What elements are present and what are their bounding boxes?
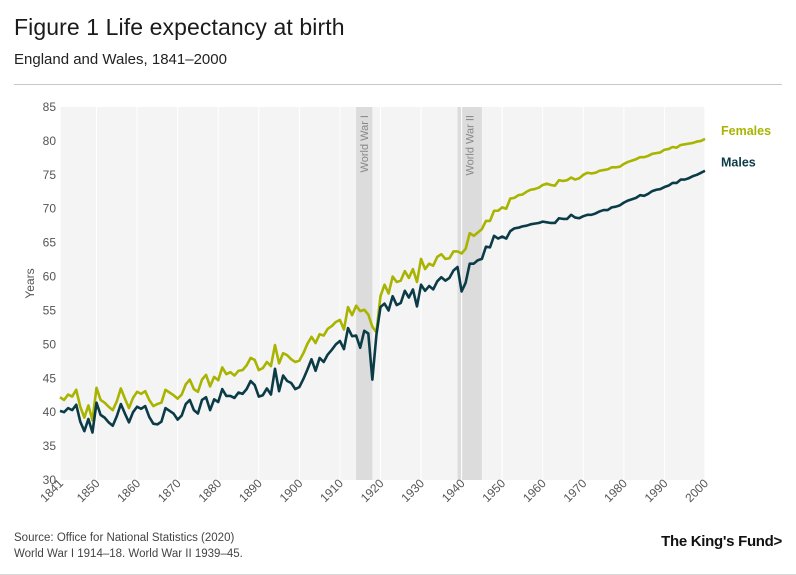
- y-tick-label: 35: [43, 439, 57, 453]
- y-tick-label: 55: [43, 303, 57, 317]
- x-tick-label: 1940: [439, 476, 468, 505]
- war-band-label-1: World War I: [359, 115, 371, 172]
- y-axis-ticks: 30 35 40 45 50 55 60 65 70 75 80 85: [43, 100, 57, 487]
- war-band-label-2: World War II: [465, 115, 477, 176]
- x-tick-label: 1950: [480, 476, 509, 505]
- war-band-1: [356, 107, 373, 480]
- legend-label-males: Males: [721, 156, 756, 170]
- y-tick-label: 70: [43, 202, 57, 216]
- source-line: Source: Office for National Statistics (…: [14, 532, 235, 544]
- y-tick-label: 85: [43, 100, 57, 114]
- x-tick-label: 1930: [398, 476, 427, 505]
- x-tick-label: 1910: [317, 476, 346, 505]
- kings-fund-logo: The King's Fund>: [661, 533, 782, 550]
- x-tick-label: 1860: [114, 476, 143, 505]
- x-tick-label: 1960: [520, 476, 549, 505]
- x-axis-ticks: 1841 1850 1860 1870 1880 1890 1900 1910 1920 1930…: [37, 476, 711, 505]
- page-title: Figure 1 Life expectancy at birth: [14, 14, 345, 40]
- y-tick-label: 65: [43, 236, 57, 250]
- x-tick-label: 1850: [74, 476, 103, 505]
- war-periods-note: World War I 1914–18. World War II 1939–4…: [14, 548, 243, 560]
- series-legend: Females Males: [721, 124, 771, 170]
- page-subtitle: England and Wales, 1841–2000: [14, 51, 227, 68]
- source-note: Source: Office for National Statistics (…: [14, 530, 243, 562]
- x-tick-label: 1970: [561, 476, 590, 505]
- series-line-males: [59, 169, 706, 434]
- x-tick-label: 1900: [277, 476, 306, 505]
- series-lines: [59, 137, 706, 434]
- y-tick-label: 50: [43, 337, 57, 351]
- legend-label-females: Females: [721, 124, 771, 138]
- y-tick-label: 30: [43, 473, 57, 487]
- y-tick-label: 75: [43, 168, 57, 182]
- y-tick-label: 45: [43, 371, 57, 385]
- war-bands: World War I World War II: [356, 107, 482, 480]
- x-tick-label: 1880: [196, 476, 225, 505]
- y-tick-label: 60: [43, 270, 57, 284]
- x-tick-label: 1890: [236, 476, 265, 505]
- y-tick-label: 80: [43, 134, 57, 148]
- x-tick-label: 1870: [155, 476, 184, 505]
- x-tick-label: 1920: [358, 476, 387, 505]
- header-divider: [14, 84, 782, 85]
- x-tick-label: 2000: [682, 476, 711, 505]
- x-tick-label: 1990: [642, 476, 671, 505]
- series-line-females: [59, 137, 706, 422]
- x-tick-label: 1980: [601, 476, 630, 505]
- y-axis-label: Years: [23, 268, 37, 298]
- y-tick-label: 40: [43, 405, 57, 419]
